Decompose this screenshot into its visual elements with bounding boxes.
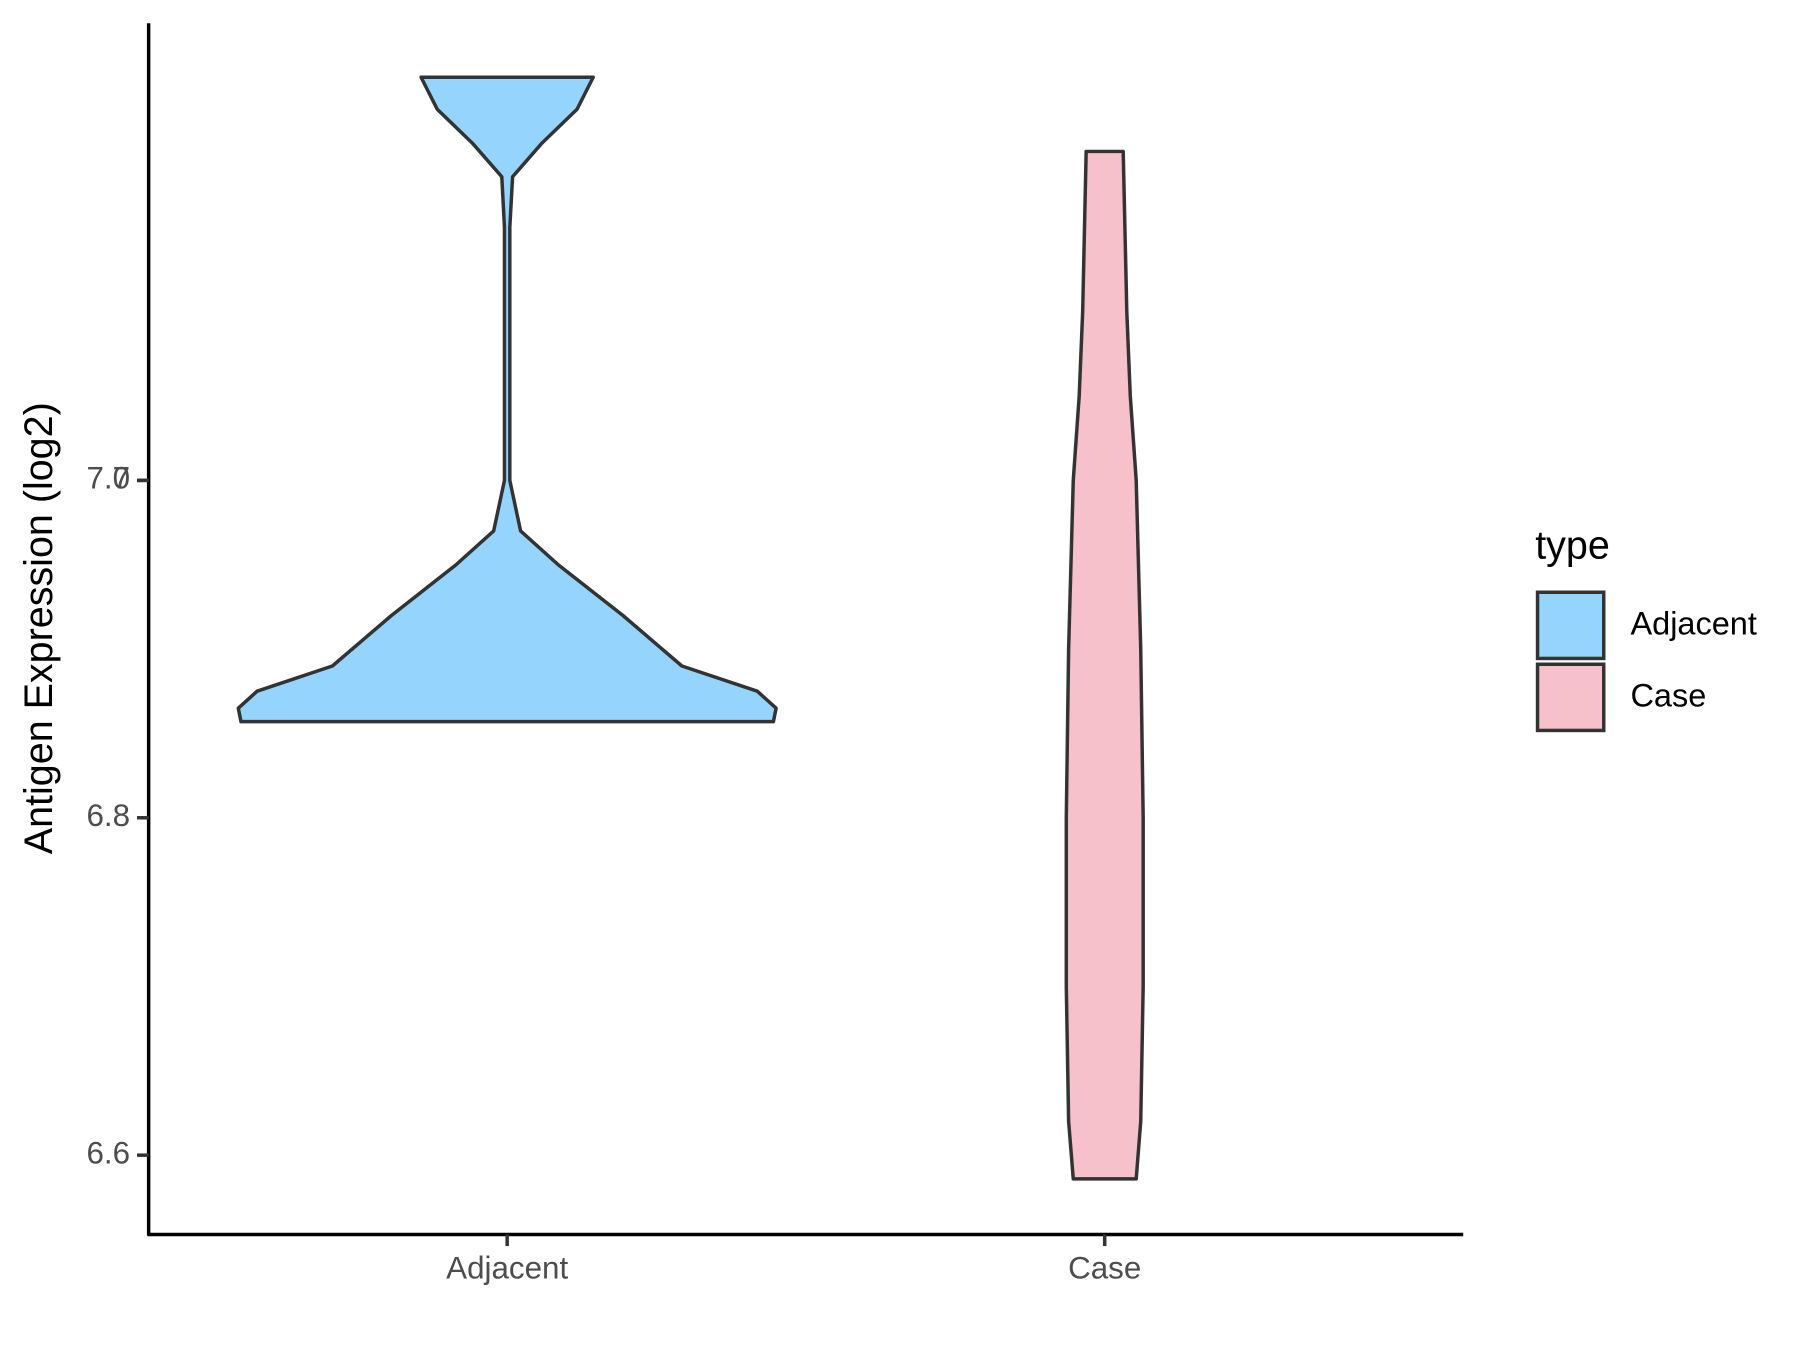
y-tick-label: 6.8 xyxy=(86,798,130,833)
x-tick-label: Case xyxy=(1068,1251,1141,1286)
y-tick-label: 7 xyxy=(113,461,130,496)
legend-title: type xyxy=(1535,524,1610,568)
legend-key xyxy=(1535,590,1606,661)
legend-key xyxy=(1535,662,1606,733)
y-tick-label: 7.0 xyxy=(86,461,130,496)
violin xyxy=(236,75,778,724)
violin xyxy=(1064,149,1145,1181)
y-axis-title: Antigen Expression (log2) xyxy=(17,402,61,854)
y-tick-label: 6.6 xyxy=(86,1135,130,1170)
legend-label: Case xyxy=(1630,678,1706,714)
legend-label: Adjacent xyxy=(1630,606,1756,642)
x-tick-label: Adjacent xyxy=(446,1251,568,1286)
